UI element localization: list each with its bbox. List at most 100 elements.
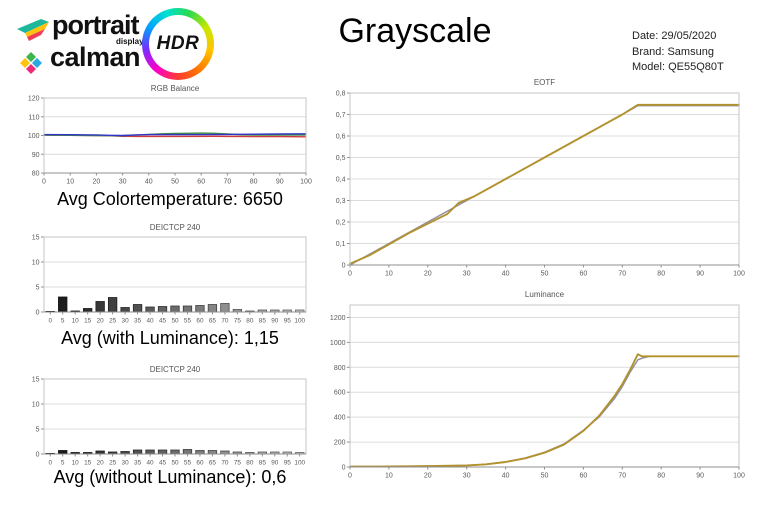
y-tick-label: 110 [28,114,39,121]
x-tick-label: 70 [618,473,626,480]
x-tick-label: 40 [145,179,153,186]
blue-balance-line [43,133,307,137]
deictcp-with-luminance-chart-title: DEICTCP 240 [149,223,201,232]
logo-block: portrait displays calman HDR [12,4,227,80]
bar [195,305,205,313]
luminance-chart: Luminance 0 200 400 600 800 1000 1200 0 10 20 30 40… [328,290,747,488]
avg-colortemperature-caption: Avg Colortemperature: 6650 [57,189,283,209]
portrait-logo-text: portrait [52,10,139,40]
device-meta-block: Date: 29/05/2020 Brand: Samsung Model: Q… [632,29,762,76]
bar [220,303,230,313]
eotf-chart-title: EOTF [533,78,556,87]
luminance-plot: 0 200 400 600 800 1000 1200 0 10 20 30 40 50 60 70 80 90… [330,304,745,480]
x-tick-label: 25 [109,460,117,467]
x-tick-label: 10 [385,473,393,480]
x-tick-label: 55 [184,460,192,467]
deictcp-without-luminance-plot: 0 5 10 15 0 5 10 15 20 25 30 35 40 45 50 55 60 65 70 75 80 85… [32,377,307,467]
x-tick-label: 100 [300,179,312,186]
y-tick-label: 5 [36,427,40,434]
bar [145,449,155,455]
x-tick-label: 30 [463,473,471,480]
x-tick-label: 0 [348,271,352,278]
bar [182,305,193,313]
x-tick-label: 95 [284,460,292,467]
bar [182,449,193,455]
x-tick-label: 65 [209,460,217,467]
x-tick-label: 60 [197,179,205,186]
x-tick-label: 60 [196,460,204,467]
x-tick-label: 70 [221,318,229,325]
meta-date: Date: 29/05/2020 [632,30,717,42]
y-tick-label: 0,8 [336,91,346,98]
x-tick-label: 45 [159,460,167,467]
x-tick-label: 20 [424,271,432,278]
x-tick-label: 65 [209,318,217,325]
x-tick-label: 85 [259,318,267,325]
displays-logo-text: displays [115,37,148,46]
x-tick-label: 15 [84,460,92,467]
y-tick-label: 80 [32,171,40,178]
x-tick-label: 30 [122,460,130,467]
x-tick-label: 70 [224,179,232,186]
x-tick-label: 10 [66,179,74,186]
y-tick-label: 0 [342,465,346,472]
x-tick-label: 20 [93,179,101,186]
x-tick-label: 35 [134,318,142,325]
x-tick-label: 40 [146,460,154,467]
x-tick-label: 80 [246,318,254,325]
plot-background [44,379,306,454]
x-tick-label: 0 [48,460,52,467]
x-tick-label: 85 [259,460,267,467]
x-tick-label: 20 [424,473,432,480]
x-tick-label: 45 [159,318,167,325]
x-tick-label: 0 [42,179,46,186]
y-tick-label: 10 [32,402,40,409]
bar [58,450,68,455]
bar [195,450,205,455]
x-tick-label: 70 [221,460,229,467]
x-tick-label: 50 [541,271,549,278]
y-tick-label: 15 [32,377,40,384]
x-tick-label: 35 [134,460,142,467]
x-tick-label: 40 [502,473,510,480]
avg-with-luminance-caption: Avg (with Luminance): 1,15 [61,328,279,348]
y-tick-label: 100 [28,133,40,140]
x-tick-label: 100 [294,460,305,467]
deictcp-with-luminance-chart: DEICTCP 240 0 5 10 15 0 5 10 15 20 25 30 35 40 45 50 55… [28,223,312,331]
deictcp-without-luminance-chart: DEICTCP 240 0 5 10 15 0 5 10 15 20 25 30 35 40 45 50 55… [28,365,312,473]
x-tick-label: 90 [276,179,284,186]
hdr-badge-label: HDR [149,15,207,73]
x-tick-label: 100 [294,318,305,325]
y-tick-label: 90 [32,152,40,159]
y-tick-label: 200 [334,440,346,447]
bar [207,304,218,313]
y-tick-label: 0,6 [336,134,346,141]
meta-model: Model: QE55Q80T [632,61,724,73]
y-tick-label: 400 [334,415,346,422]
bar [157,449,168,455]
x-tick-label: 60 [196,318,204,325]
x-tick-label: 5 [61,318,65,325]
luminance-chart-title: Luminance [524,290,565,299]
avg-without-luminance-caption: Avg (without Luminance): 0,6 [53,467,287,487]
x-tick-label: 90 [696,271,704,278]
x-tick-label: 40 [502,271,510,278]
rgb-balance-chart-title: RGB Balance [150,84,200,93]
bar [95,301,105,313]
bar [207,450,218,455]
x-tick-label: 75 [234,460,242,467]
bar [132,449,143,455]
portrait-displays-icon [17,19,49,41]
y-tick-label: 0 [36,310,40,317]
plot-background [44,237,306,312]
x-tick-label: 80 [246,460,254,467]
rgb-balance-chart: RGB Balance 80 90 100 110 120 0 10 20 30 40 50 60 70… [28,84,312,192]
x-tick-label: 30 [119,179,127,186]
y-tick-label: 0 [342,263,346,270]
bar [157,306,168,313]
x-tick-label: 20 [97,460,105,467]
x-tick-label: 20 [97,318,105,325]
bar [170,449,180,455]
x-tick-label: 90 [271,318,279,325]
